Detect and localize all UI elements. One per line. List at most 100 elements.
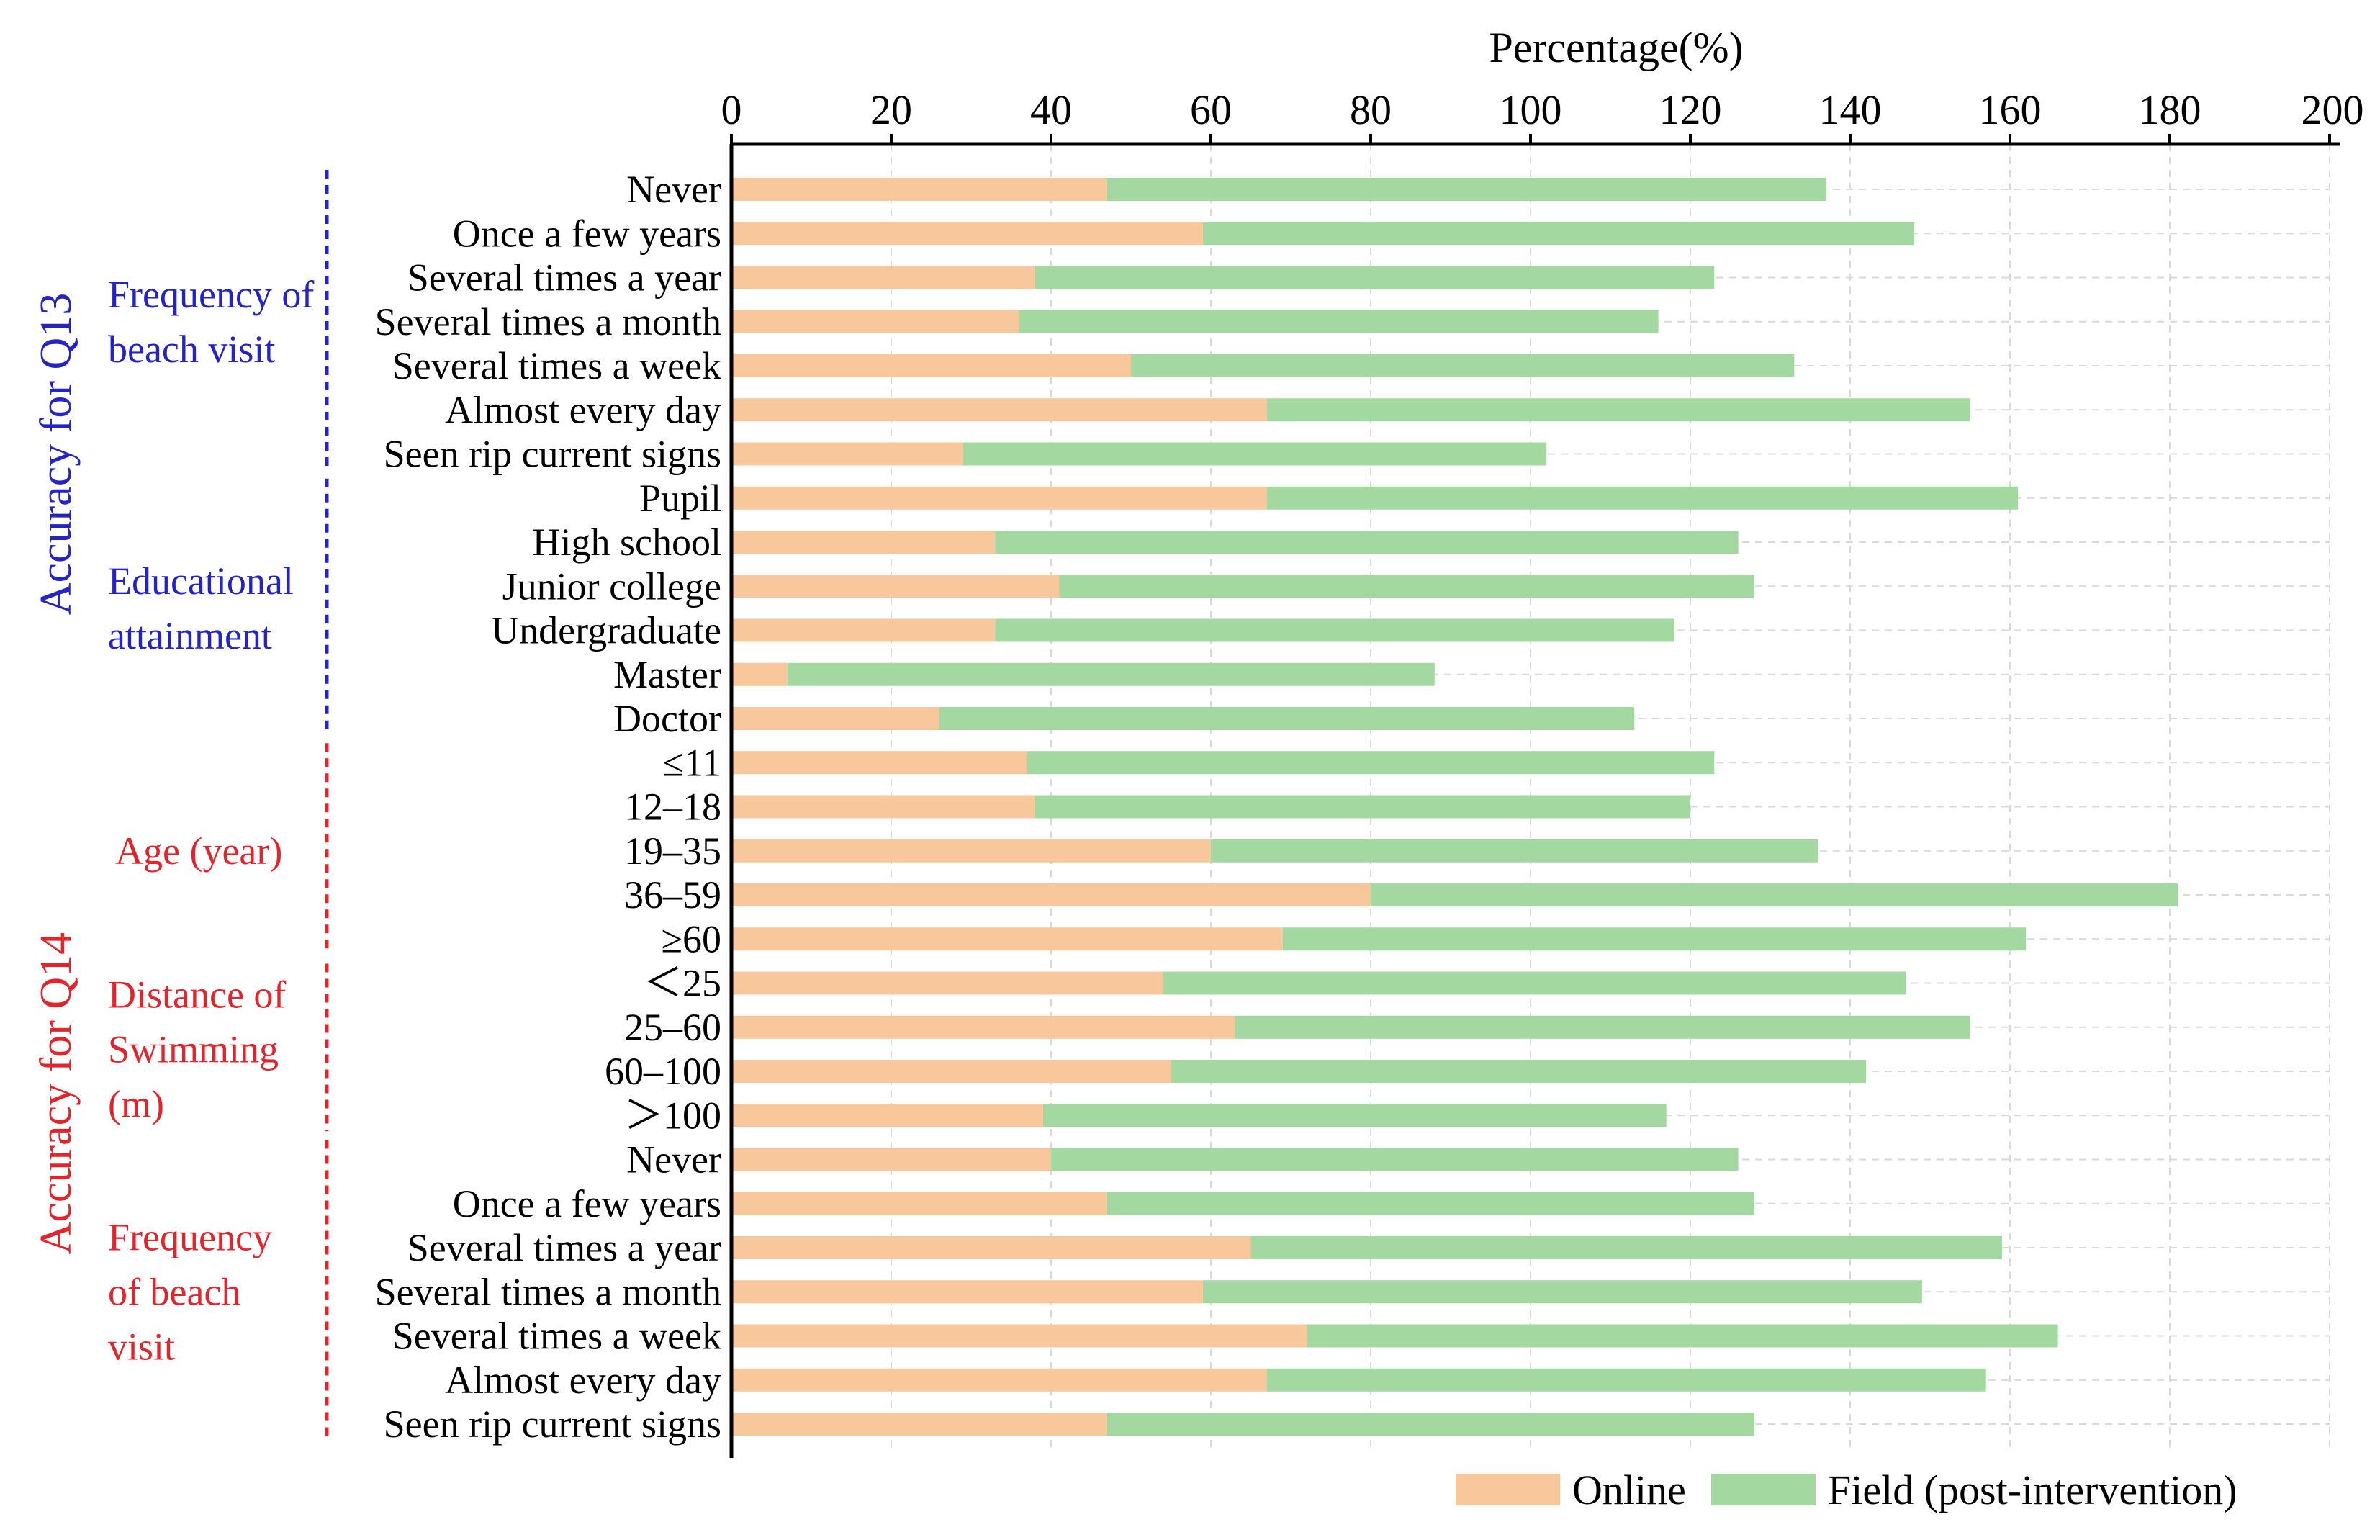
bar-segment-online — [731, 751, 1027, 775]
bar-segment-online — [731, 1280, 1203, 1304]
category-label: ≥60 — [661, 917, 721, 960]
category-label: Several times a month — [375, 300, 721, 343]
category-label: ≤11 — [662, 741, 721, 784]
group-label: Frequency of — [108, 273, 314, 316]
category-label: Several times a year — [407, 1226, 721, 1269]
bar-segment-online — [731, 971, 1163, 995]
category-label: Once a few years — [453, 1182, 721, 1225]
bar-segment-online — [731, 178, 1107, 201]
bar-segment-online — [731, 795, 1035, 819]
bar-segment-online — [731, 531, 996, 554]
bar-segment-field — [1027, 751, 1715, 775]
bar-segment-field — [1250, 1236, 2002, 1259]
group-label: Distance of — [108, 973, 286, 1016]
bar-segment-field — [1202, 222, 1914, 246]
category-label: Junior college — [502, 564, 721, 608]
bar-segment-field — [995, 531, 1739, 554]
bar-segment-online — [731, 927, 1283, 951]
bar-segment-online — [731, 1236, 1251, 1259]
bar-segment-field — [1202, 1280, 1922, 1304]
bar-segment-field — [1266, 486, 2019, 510]
bar-segment-field — [1059, 575, 1754, 598]
legend-swatch-online — [1456, 1474, 1560, 1505]
bar-segment-online — [731, 1015, 1235, 1039]
bar-segment-online — [731, 398, 1267, 422]
category-label: Undergraduate — [491, 609, 721, 652]
group-labels: Frequency of beach visit Educational attain… — [108, 170, 329, 1440]
group-label: Swimming — [108, 1027, 279, 1071]
bar-segment-field — [1035, 266, 1715, 289]
bar-segment-online — [731, 662, 788, 686]
group-label: of beach — [108, 1270, 240, 1313]
category-label: Doctor — [613, 697, 721, 740]
bar-segment-field — [1282, 927, 2027, 951]
bar-segment-field — [1171, 1060, 1867, 1083]
bar-segment-online — [731, 618, 996, 642]
x-tick-label: 60 — [1190, 86, 1232, 133]
category-label: Seen rip current signs — [384, 433, 721, 476]
group-label: attainment — [108, 614, 272, 657]
bar-segment-online — [731, 1060, 1171, 1083]
category-label: 25–60 — [624, 1006, 721, 1049]
legend: Online Field (post-intervention) — [1456, 1467, 2237, 1513]
x-tick-label: 40 — [1030, 86, 1072, 133]
category-label: Several times a month — [375, 1270, 721, 1313]
category-label: ＞100 — [624, 1094, 721, 1137]
bar-segment-online — [731, 266, 1035, 289]
group-label: Educational — [108, 559, 294, 603]
bar-segment-online — [731, 1148, 1051, 1171]
bar-segment-online — [731, 1368, 1267, 1392]
side-labels: Accuracy for Q13 Accuracy for Q14 — [32, 293, 81, 1255]
bar-segment-field — [1035, 795, 1690, 819]
category-label: 36–59 — [624, 873, 721, 917]
axes — [729, 142, 2340, 1458]
bar-segment-field — [1163, 971, 1906, 995]
category-label: Several times a year — [407, 256, 721, 300]
category-label: Several times a week — [392, 344, 721, 387]
x-tick-label: 200 — [2302, 86, 2364, 133]
x-tick-label: 120 — [1659, 86, 1722, 133]
category-label: ＜25 — [644, 962, 721, 1005]
category-label: 12–18 — [624, 785, 721, 829]
category-label: Almost every day — [445, 1359, 721, 1402]
bar-segment-field — [1019, 310, 1659, 333]
bar-segment-field — [1051, 1148, 1739, 1171]
bar-segment-online — [731, 575, 1060, 598]
x-tick-label: 160 — [1979, 86, 2042, 133]
bar-segment-field — [1235, 1015, 1970, 1039]
group-label: visit — [108, 1325, 175, 1368]
bar-segment-field — [1307, 1324, 2058, 1348]
legend-label: Online — [1572, 1467, 1686, 1513]
bar-segment-field — [787, 662, 1435, 686]
category-label: Almost every day — [445, 388, 721, 431]
x-tick-label: 100 — [1500, 86, 1562, 133]
bar-segment-field — [995, 618, 1674, 642]
bar-segment-field — [1211, 839, 1818, 863]
legend-label: Field (post-intervention) — [1828, 1467, 2237, 1513]
x-tick-label: 0 — [721, 86, 742, 133]
category-label: Never — [626, 168, 721, 211]
bar-segment-field — [1266, 1368, 1986, 1392]
group-label: Age (year) — [115, 829, 282, 873]
bar-segment-online — [731, 707, 939, 730]
category-label: High school — [533, 521, 722, 564]
group-label: Frequency — [108, 1215, 272, 1258]
bar-segment-field — [963, 442, 1547, 466]
bar-segment-online — [731, 1413, 1107, 1436]
bar-segment-field — [1106, 1192, 1754, 1215]
category-label: Once a few years — [453, 212, 721, 255]
bar-segment-field — [1266, 398, 1970, 422]
bar-segment-online — [731, 839, 1211, 863]
category-label: Master — [613, 653, 721, 696]
bar-segment-online — [731, 222, 1203, 246]
bars — [731, 178, 2178, 1436]
bar-segment-field — [1106, 1413, 1754, 1436]
category-label: 60–100 — [605, 1050, 721, 1093]
side-label: Accuracy for Q13 — [32, 293, 81, 616]
bar-segment-field — [939, 707, 1635, 730]
side-label: Accuracy for Q14 — [32, 932, 81, 1255]
x-axis-title: Percentage(%) — [1489, 24, 1743, 71]
legend-swatch-field — [1711, 1474, 1816, 1505]
bar-segment-online — [731, 442, 963, 466]
